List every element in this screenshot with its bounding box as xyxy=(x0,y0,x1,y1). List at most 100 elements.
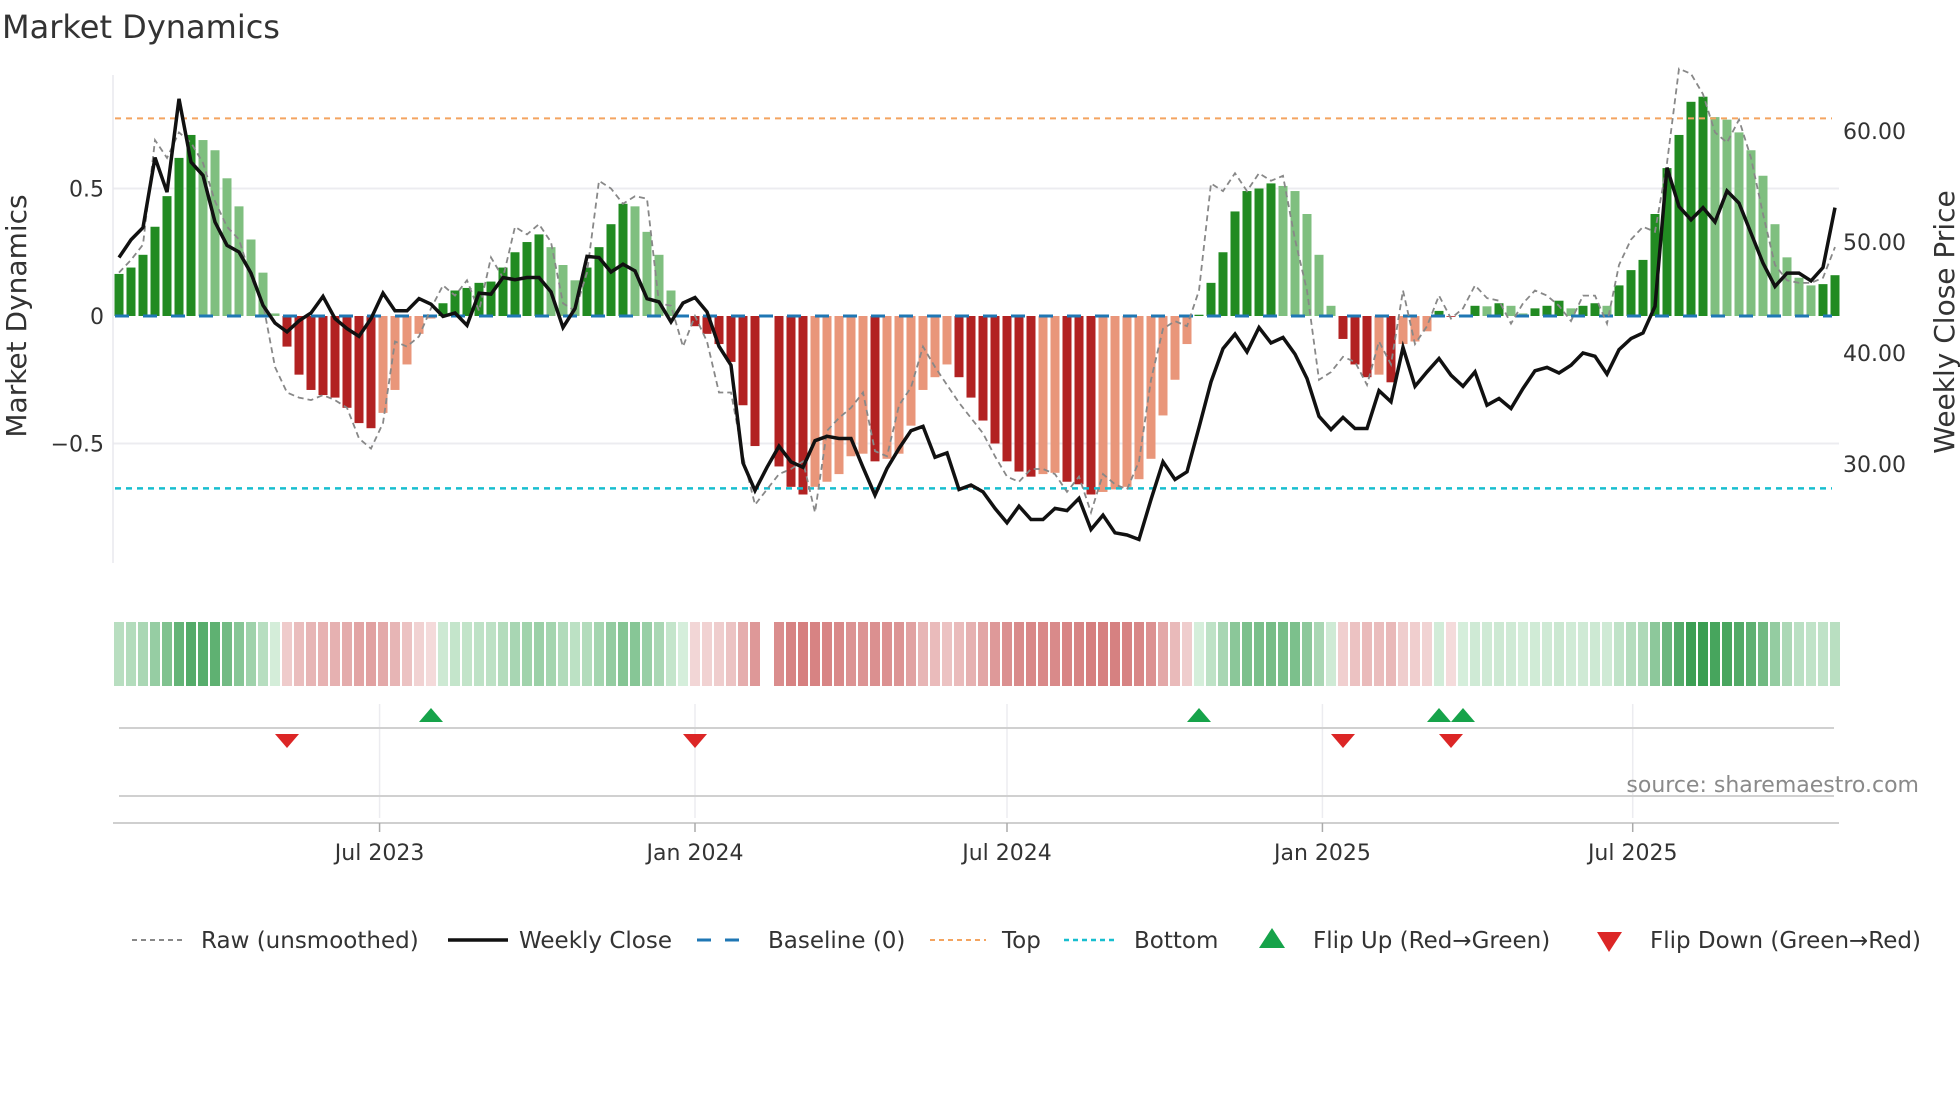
strip-cell xyxy=(1350,622,1360,686)
strip-cell xyxy=(1602,622,1612,686)
dynamics-bar xyxy=(1122,316,1132,487)
dynamics-bar xyxy=(294,316,304,375)
dynamics-bar xyxy=(414,316,424,334)
flip-down-marker xyxy=(683,734,707,748)
dynamics-bar xyxy=(1578,305,1588,316)
dynamics-bar xyxy=(1494,303,1504,316)
right-tick-label: 30.00 xyxy=(1843,453,1906,478)
strip-cell xyxy=(822,622,832,686)
dynamics-bar xyxy=(366,316,376,429)
strip-cell xyxy=(894,622,904,686)
dynamics-bar xyxy=(1170,316,1180,380)
flip-up-triangle-icon xyxy=(1259,928,1285,948)
dynamics-bar xyxy=(702,316,712,334)
legend-flip-up-label: Flip Up (Red→Green) xyxy=(1313,928,1550,954)
strip-cell xyxy=(390,622,400,686)
dynamics-bar xyxy=(1374,316,1384,375)
strip-cell xyxy=(810,622,820,686)
dynamics-bar xyxy=(570,280,580,316)
dynamics-bar xyxy=(1254,188,1264,316)
dynamics-bar xyxy=(342,316,352,408)
strip-cell xyxy=(210,622,220,686)
left-axis-ticks: 0.5 0 −0.5 xyxy=(51,178,104,458)
dynamics-bar xyxy=(1758,175,1768,316)
legend-item-baseline[interactable]: Baseline (0) xyxy=(697,928,905,954)
dynamics-bar xyxy=(1398,316,1408,345)
strip-cell xyxy=(966,622,976,686)
dynamics-bar xyxy=(1074,316,1084,485)
strip-cell xyxy=(1686,622,1696,686)
dynamics-bar xyxy=(330,316,340,398)
dynamics-bar xyxy=(1410,316,1420,342)
strip-cell xyxy=(1158,622,1168,686)
strip-cell xyxy=(282,622,292,686)
strip-cell xyxy=(270,622,280,686)
dynamics-bar xyxy=(1794,277,1804,316)
strip-cell xyxy=(1026,622,1036,686)
dynamics-bar xyxy=(1554,300,1564,316)
strip-cell xyxy=(642,622,652,686)
strip-cell xyxy=(1770,622,1780,686)
dynamics-bar xyxy=(894,316,904,454)
legend-item-bottom[interactable]: Bottom xyxy=(1064,928,1218,954)
strip-cell xyxy=(918,622,928,686)
dynamics-bar xyxy=(798,316,808,495)
legend-item-close[interactable]: Weekly Close xyxy=(448,928,672,954)
dynamics-bar xyxy=(810,316,820,487)
dynamics-bar xyxy=(138,254,148,316)
strip-cell xyxy=(1338,622,1348,686)
strip-cell xyxy=(726,622,736,686)
dynamics-bar xyxy=(1722,119,1732,317)
dynamics-bar xyxy=(210,150,220,316)
legend-item-top[interactable]: Top xyxy=(930,928,1041,954)
right-axis-label: Weekly Close Price xyxy=(1928,190,1960,453)
dynamics-bar xyxy=(1830,275,1840,316)
strip-cell xyxy=(1530,622,1540,686)
dynamics-bar xyxy=(846,316,856,457)
legend-top-label: Top xyxy=(1001,928,1041,954)
dynamics-bar xyxy=(150,226,160,316)
dynamics-bar xyxy=(906,316,916,426)
strip-cell xyxy=(870,622,880,686)
legend: Raw (unsmoothed) Weekly Close Baseline (… xyxy=(132,928,1921,954)
left-axis-label: Market Dynamics xyxy=(0,194,33,437)
strip-cell xyxy=(1710,622,1720,686)
grid xyxy=(113,187,1839,818)
strip-cell xyxy=(846,622,856,686)
dynamics-bar xyxy=(258,272,268,316)
legend-item-raw[interactable]: Raw (unsmoothed) xyxy=(132,928,419,954)
dynamics-bar xyxy=(1470,305,1480,316)
dynamics-bar xyxy=(474,282,484,316)
legend-item-flip-up[interactable]: Flip Up (Red→Green) xyxy=(1259,928,1550,954)
strip-cell xyxy=(258,622,268,686)
dynamics-bar xyxy=(690,316,700,327)
dynamics-bar xyxy=(1686,101,1696,316)
dynamics-bar xyxy=(642,231,652,316)
strip-cell xyxy=(978,622,988,686)
strip-cell xyxy=(534,622,544,686)
flip-down-triangle-icon xyxy=(1597,932,1622,952)
series-lines xyxy=(117,67,1837,542)
strip-cell xyxy=(234,622,244,686)
strip-cell xyxy=(1290,622,1300,686)
strip-cell xyxy=(1638,622,1648,686)
dynamics-bar xyxy=(450,290,460,316)
strip-cell xyxy=(1386,622,1396,686)
strip-cell xyxy=(426,622,436,686)
dynamics-bar xyxy=(1278,185,1288,316)
dynamics-bar xyxy=(1266,183,1276,316)
legend-baseline-label: Baseline (0) xyxy=(768,928,905,954)
dynamics-bar xyxy=(1350,316,1360,365)
strip-cell xyxy=(1146,622,1156,686)
strip-cell xyxy=(1122,622,1132,686)
legend-item-flip-down[interactable]: Flip Down (Green→Red) xyxy=(1597,928,1921,954)
strip-cell xyxy=(1494,622,1504,686)
dynamics-bar xyxy=(1146,316,1156,459)
dynamics-bar xyxy=(270,313,280,316)
legend-bottom-label: Bottom xyxy=(1134,928,1218,954)
dynamics-bar xyxy=(1626,270,1636,316)
dynamics-bar xyxy=(1542,305,1552,316)
dynamics-bar xyxy=(942,316,952,365)
dynamics-bars xyxy=(114,96,1840,495)
